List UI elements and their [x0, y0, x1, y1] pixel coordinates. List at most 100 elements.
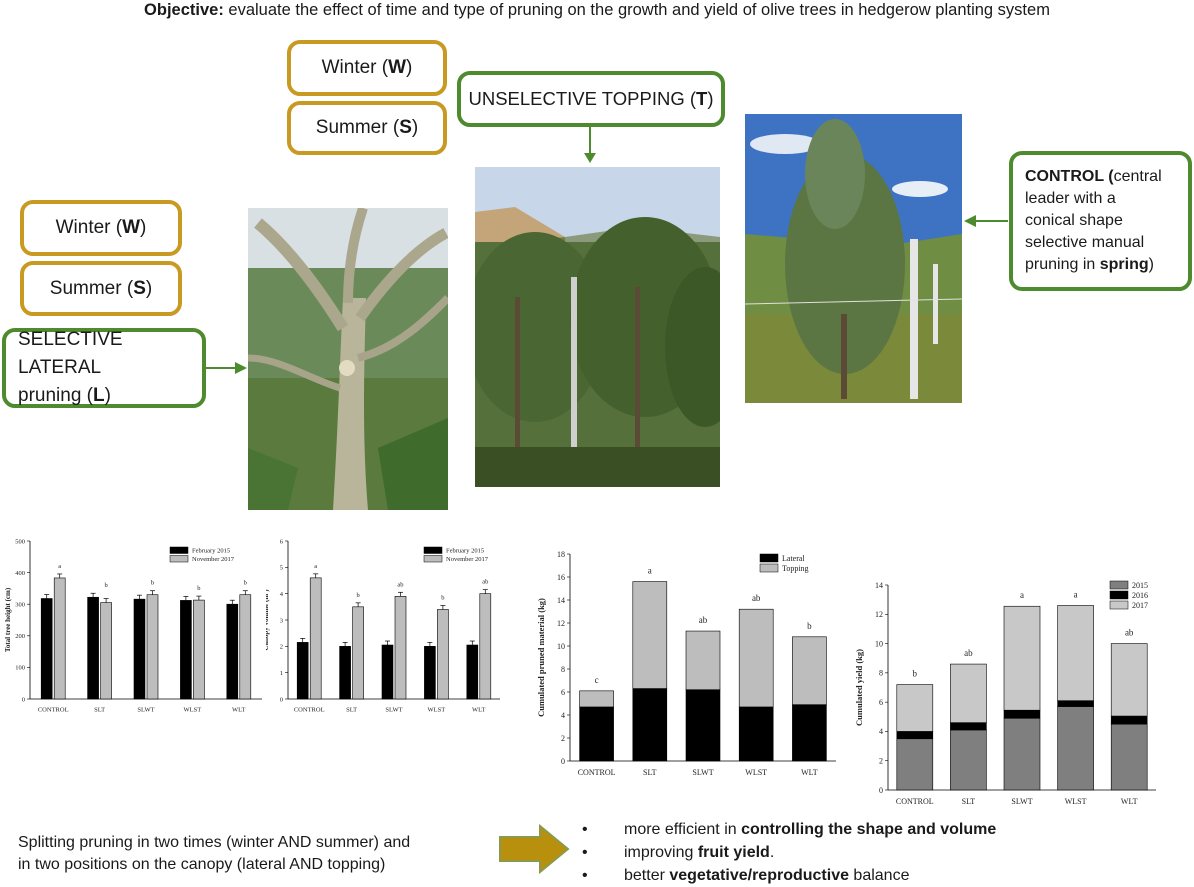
legend-label: February 2015: [446, 548, 484, 555]
arrow-topping-to-photo: [584, 127, 596, 163]
legend-label: Topping: [782, 564, 809, 573]
bar-segment: [1057, 700, 1094, 707]
bar-segment: [738, 608, 774, 708]
x-tick-label: WLT: [1121, 797, 1138, 806]
bar-segment: [1003, 605, 1041, 711]
y-tick-label: 14: [875, 581, 883, 590]
x-tick-label: SLT: [346, 707, 357, 714]
significance-letter: b: [356, 592, 359, 599]
control-tree-photo: [745, 114, 962, 403]
significance-letter: ab: [699, 615, 708, 625]
x-tick-label: WLST: [184, 707, 202, 714]
bar: [479, 593, 492, 700]
y-tick-label: 0: [280, 696, 283, 703]
bar-segment: [632, 688, 668, 762]
y-tick-label: 4: [280, 591, 284, 598]
bar-segment: [632, 581, 668, 689]
chart-pruned-material: 0 2 4 6 8 10 12 14 16 18 Cumulated pruned material…: [536, 550, 836, 777]
bar: [437, 609, 449, 700]
y-tick-label: 10: [557, 642, 565, 651]
y-tick-label: 2: [561, 734, 565, 743]
significance-letter: ab: [964, 648, 973, 658]
bar-segment: [579, 706, 614, 762]
bar-segment: [1057, 706, 1094, 791]
bar-segment: [685, 630, 721, 691]
objective-line: Objective: evaluate the effect of time a…: [144, 1, 1050, 19]
legend-label: November 2017: [446, 556, 489, 563]
bar-segment: [1003, 709, 1041, 719]
legend-label: Lateral: [782, 554, 805, 563]
y-tick-label: 10: [875, 639, 883, 648]
bullet-item: more efficient in controlling the shape …: [582, 818, 1182, 841]
result-bullets: more efficient in controlling the shape …: [582, 818, 1182, 887]
x-tick-label: CONTROL: [38, 707, 69, 714]
bar: [146, 594, 159, 700]
bar: [352, 606, 364, 700]
x-tick-label: SLT: [94, 707, 105, 714]
bar: [87, 596, 99, 700]
x-tick-label: WLST: [1065, 797, 1087, 806]
significance-letter: b: [151, 580, 154, 587]
y-tick-label: 200: [15, 633, 25, 640]
legend-swatch: [1109, 580, 1129, 590]
bar-segment: [1057, 605, 1094, 701]
y-tick-label: 2: [280, 644, 283, 651]
significance-letter: ab: [752, 593, 761, 603]
topping-winter-box: Winter (W): [287, 40, 447, 96]
significance-letter: a: [58, 563, 61, 570]
bar: [226, 603, 239, 700]
legend-swatch: [169, 546, 189, 554]
bar-segment: [738, 706, 774, 762]
y-tick-label: 0: [561, 757, 565, 766]
y-tick-label: 2: [879, 757, 883, 766]
bar: [239, 594, 252, 700]
y-tick-label: 4: [879, 727, 883, 736]
bar: [53, 577, 66, 700]
bar: [424, 646, 436, 700]
y-tick-label: 14: [557, 596, 565, 605]
legend-swatch: [423, 555, 443, 563]
x-tick-label: SLWT: [1011, 797, 1032, 806]
significance-letter: b: [197, 585, 200, 592]
arrow-control-to-photo: [964, 215, 1008, 227]
y-tick-label: 6: [561, 688, 565, 697]
selective-lateral-box: SELECTIVE LATERAL pruning (L): [2, 328, 206, 408]
bar-segment: [896, 684, 934, 732]
bar: [309, 577, 322, 700]
lateral-summer-box: Summer (S): [20, 261, 182, 316]
bar-segment: [792, 636, 827, 705]
x-tick-label: WLT: [801, 768, 818, 777]
legend-label: February 2015: [192, 548, 230, 555]
conclusion-text: Splitting pruning in two times (winter A…: [18, 834, 411, 873]
bar: [381, 644, 394, 700]
significance-letter: c: [595, 675, 599, 685]
bar-segment: [1110, 643, 1148, 717]
legend-swatch: [759, 563, 779, 573]
bar: [40, 598, 53, 700]
significance-letter: a: [648, 566, 652, 576]
bar: [133, 598, 146, 700]
bar-segment: [896, 731, 934, 740]
x-tick-label: WLST: [745, 768, 767, 777]
lateral-pruning-photo: [248, 208, 448, 510]
chart-cumulated-yield: 0 2 4 6 8 10 12 14 Cumulated yield (kg) CONTROL b S…: [854, 580, 1156, 806]
bar-segment: [792, 704, 827, 762]
bar: [394, 595, 407, 700]
y-tick-label: 16: [557, 573, 565, 582]
x-tick-label: SLT: [643, 768, 657, 777]
legend-swatch: [169, 555, 189, 563]
y-tick-label: 5: [280, 565, 283, 572]
significance-letter: b: [807, 621, 812, 631]
significance-letter: ab: [397, 581, 403, 588]
x-tick-label: SLWT: [692, 768, 713, 777]
conclusion-arrow: [499, 824, 570, 874]
legend-label: November 2017: [192, 556, 235, 563]
y-axis-label: Total tree height (cm): [4, 587, 12, 652]
bar-segment: [1110, 723, 1148, 791]
x-tick-label: CONTROL: [294, 707, 325, 714]
y-tick-label: 6: [879, 698, 883, 707]
arrow-lateral-to-photo: [205, 362, 247, 374]
legend-swatch: [423, 546, 443, 554]
y-tick-label: 100: [15, 665, 25, 672]
bar: [466, 644, 479, 700]
